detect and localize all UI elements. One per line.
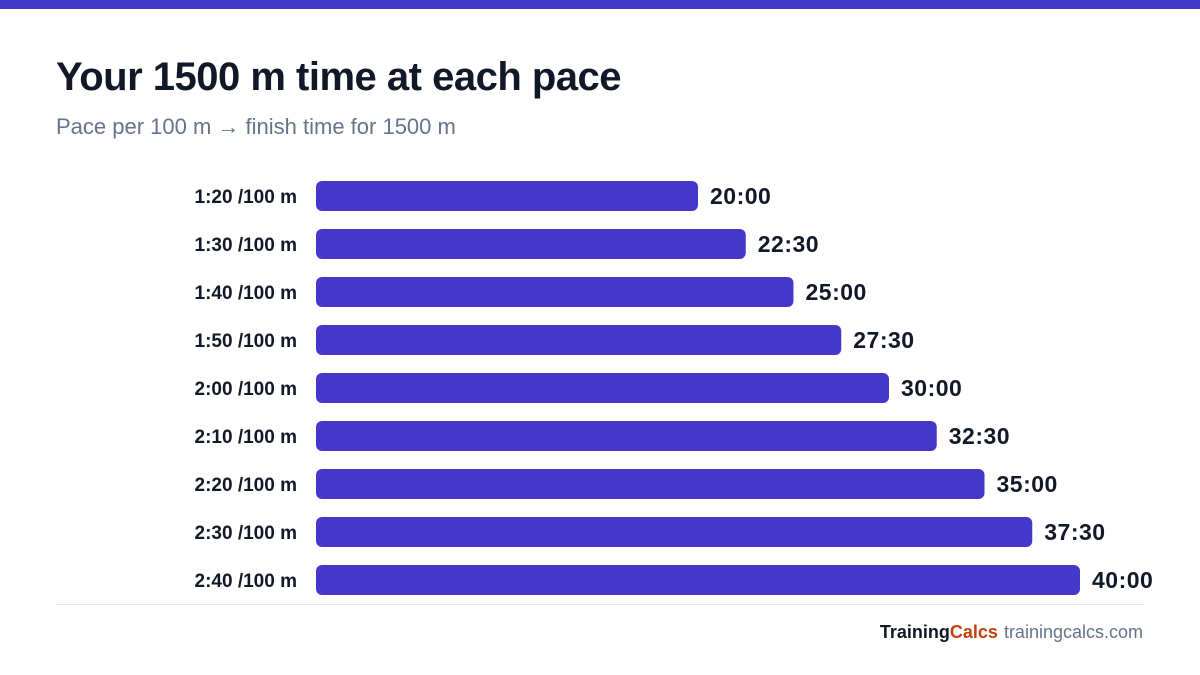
- value-label: 40:00: [1092, 567, 1153, 593]
- footer: TrainingCalcs trainingcalcs.com: [880, 622, 1143, 643]
- category-label: 1:30 /100 m: [195, 235, 297, 256]
- bar: [316, 421, 937, 451]
- value-label: 20:00: [710, 183, 771, 209]
- value-label: 35:00: [997, 471, 1058, 497]
- brand-name-training: Training: [879, 622, 950, 642]
- category-label: 2:40 /100 m: [195, 571, 297, 592]
- value-label: 30:00: [901, 375, 962, 401]
- category-label: 1:40 /100 m: [195, 283, 297, 304]
- bar: [316, 565, 1080, 595]
- bar: [316, 277, 794, 307]
- category-label: 2:00 /100 m: [195, 379, 297, 400]
- chart-title: Your 1500 m time at each pace: [56, 55, 622, 99]
- value-label: 22:30: [758, 231, 819, 257]
- value-label: 25:00: [806, 279, 867, 305]
- footer-divider: [56, 604, 1144, 605]
- chart-subtitle: Pace per 100 m → finish time for 1500 m: [56, 114, 456, 139]
- category-label: 2:10 /100 m: [195, 427, 297, 448]
- bar: [316, 373, 889, 403]
- brand-name-calcs: Calcs: [949, 622, 998, 642]
- bar: [316, 325, 842, 355]
- top-accent-bar: [0, 0, 1200, 9]
- value-label: 37:30: [1044, 519, 1105, 545]
- bar: [316, 181, 698, 211]
- category-label: 1:50 /100 m: [195, 331, 297, 352]
- bar: [316, 517, 1033, 547]
- category-label: 1:20 /100 m: [195, 187, 297, 208]
- value-label: 27:30: [853, 327, 914, 353]
- category-label: 2:30 /100 m: [195, 523, 297, 544]
- value-label: 32:30: [949, 423, 1010, 449]
- bar: [316, 229, 746, 259]
- category-label: 2:20 /100 m: [195, 475, 297, 496]
- site-url[interactable]: trainingcalcs.com: [1003, 622, 1143, 642]
- bar: [316, 469, 985, 499]
